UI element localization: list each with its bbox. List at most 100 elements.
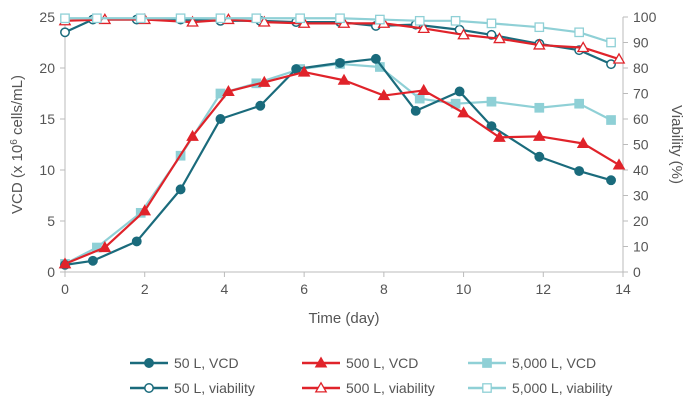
data-point <box>534 22 545 33</box>
y-right-tick-label: 60 <box>633 111 649 127</box>
data-point <box>576 136 590 149</box>
data-point <box>574 27 585 38</box>
y-axis-left-title-superscript: 6 <box>9 139 20 145</box>
data-point <box>377 89 391 101</box>
y-axis-left-title-part-1: VCD (x 10 <box>9 145 26 214</box>
data-point <box>98 241 112 253</box>
data-point <box>255 100 266 111</box>
data-point <box>417 21 431 34</box>
data-point <box>251 13 262 24</box>
series-line <box>64 57 612 266</box>
x-tick-label: 0 <box>61 281 69 297</box>
legend-swatch-marker <box>144 383 154 393</box>
y-right-tick-label: 30 <box>633 188 649 204</box>
data-point <box>291 64 302 74</box>
data-point <box>257 75 271 87</box>
x-tick-label: 10 <box>456 281 472 297</box>
data-point <box>375 14 385 25</box>
data-point <box>410 105 421 116</box>
series-line <box>64 62 612 265</box>
y-left-tick-label: 10 <box>39 162 55 178</box>
legend-item: 50 L, VCD <box>130 355 239 371</box>
data-point <box>486 18 497 29</box>
axes-layer: 0 2 4 6 8 10 12 1405101520250102030405060708090… <box>39 9 656 297</box>
legend-label: 50 L, viability <box>174 380 255 396</box>
data-point <box>175 13 186 24</box>
data-point <box>606 37 616 48</box>
data-point <box>175 184 186 195</box>
legend-swatch-marker <box>314 381 328 393</box>
data-point <box>131 236 142 247</box>
data-point <box>222 84 235 97</box>
data-point <box>454 86 465 97</box>
x-tick-label: 4 <box>221 281 229 297</box>
y-axis-left-title-part-2: cells/mL) <box>9 75 26 139</box>
data-point <box>532 129 546 141</box>
data-point <box>606 115 616 125</box>
legend-swatch-marker <box>482 358 492 368</box>
data-point <box>58 257 72 269</box>
series-500-l-vcd <box>58 65 626 269</box>
data-point <box>335 13 345 24</box>
data-point <box>138 204 152 216</box>
legend: 50 L, VCD 500 L, VCD 5,000 L, VCD 50 L, via… <box>130 355 612 396</box>
data-point <box>87 255 98 266</box>
y-left-tick-label: 25 <box>39 9 55 25</box>
data-point <box>534 151 545 162</box>
y-right-tick-label: 20 <box>633 213 649 229</box>
data-point <box>215 13 226 24</box>
data-point <box>92 13 102 24</box>
legend-item: 50 L, viability <box>130 380 255 396</box>
data-point <box>574 166 585 176</box>
y-right-tick-label: 90 <box>633 35 649 51</box>
data-point <box>414 93 425 104</box>
series-5-000-l-viability <box>60 13 616 48</box>
y-left-tick-label: 5 <box>47 213 55 229</box>
y-axis-right-title: Viability (%) <box>668 105 685 184</box>
data-point <box>576 41 590 53</box>
y-left-tick-label: 15 <box>39 111 55 127</box>
series-line <box>64 70 620 265</box>
series-5-000-l-vcd <box>60 59 616 269</box>
data-point <box>60 27 70 38</box>
legend-swatch-marker <box>482 383 492 393</box>
x-tick-label: 8 <box>380 281 388 297</box>
data-point <box>493 32 506 44</box>
data-point <box>532 38 546 50</box>
legend-swatch-marker <box>144 358 154 368</box>
y-right-tick-label: 10 <box>633 239 649 255</box>
data-point <box>370 53 381 64</box>
series-50-l-vcd <box>60 53 616 270</box>
data-point <box>186 129 199 141</box>
legend-item: 500 L, VCD <box>302 355 418 371</box>
y-right-tick-label: 100 <box>633 9 657 25</box>
y-right-tick-label: 80 <box>633 60 649 76</box>
data-point <box>297 65 311 77</box>
data-point <box>257 15 271 27</box>
data-point <box>486 96 497 107</box>
y-right-tick-label: 50 <box>633 137 649 153</box>
x-tick-label: 12 <box>535 281 551 297</box>
data-point <box>295 13 306 24</box>
x-axis-title: Time (day) <box>308 310 379 327</box>
x-tick-label: 14 <box>615 281 631 297</box>
legend-label: 5,000 L, viability <box>512 380 612 396</box>
data-point <box>493 130 506 142</box>
data-point <box>417 83 431 95</box>
data-point <box>135 13 146 24</box>
data-point <box>606 175 616 186</box>
data-point <box>337 73 351 85</box>
legend-label: 50 L, VCD <box>174 355 239 371</box>
data-point <box>486 121 497 132</box>
data-point <box>534 102 545 113</box>
legend-label: 500 L, viability <box>346 380 435 396</box>
data-point <box>612 52 626 64</box>
data-point <box>457 106 470 118</box>
data-point <box>186 15 199 27</box>
legend-label: 5,000 L, VCD <box>512 355 596 371</box>
legend-item: 5,000 L, viability <box>468 380 612 396</box>
legend-swatch-marker <box>314 356 328 368</box>
legend-item: 5,000 L, VCD <box>468 355 596 371</box>
